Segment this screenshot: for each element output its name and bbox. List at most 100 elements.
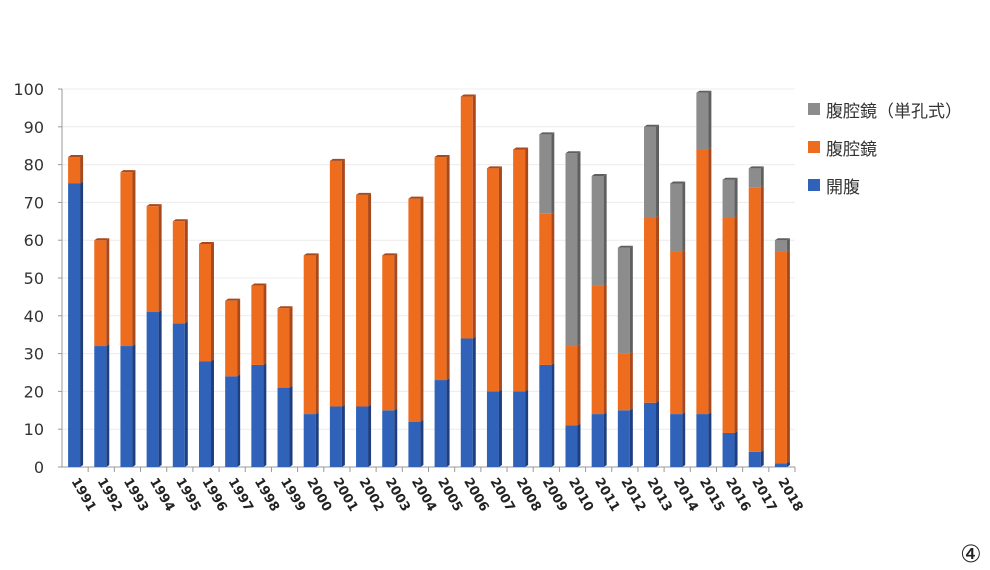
x-tick-label: 2006 xyxy=(460,476,491,515)
bar-segment xyxy=(251,285,264,365)
x-tick-label: 1997 xyxy=(225,476,256,515)
bar-top xyxy=(670,181,686,184)
bar-top xyxy=(748,166,764,169)
bar-side xyxy=(734,215,738,433)
x-tick-label: 2013 xyxy=(644,476,675,515)
bar-segment xyxy=(748,451,761,467)
bar-segment xyxy=(356,406,369,467)
bar-segment xyxy=(565,346,578,426)
bar-side xyxy=(472,94,476,339)
bar-side xyxy=(289,306,293,388)
bar-side xyxy=(577,344,581,426)
bar-segment xyxy=(329,160,342,407)
bar-segment xyxy=(617,410,630,467)
bar-segment xyxy=(460,96,473,339)
bar-top xyxy=(172,219,188,222)
bar-top xyxy=(251,283,267,286)
bar-segment xyxy=(513,149,526,392)
bar-side xyxy=(184,219,188,324)
bar-top xyxy=(68,155,84,158)
x-tick-label: 2018 xyxy=(774,476,805,515)
x-tick-label: 2002 xyxy=(356,476,387,515)
bar-segment xyxy=(303,414,316,467)
bar-segment xyxy=(303,255,316,415)
bar-top xyxy=(591,173,607,176)
bar-side xyxy=(786,249,790,464)
bar-side xyxy=(263,283,267,365)
bar-side xyxy=(446,155,450,381)
bar-side xyxy=(656,215,660,403)
bar-side xyxy=(786,461,790,467)
bar-segment xyxy=(539,213,552,365)
bar-side xyxy=(708,147,712,415)
bar-side xyxy=(80,155,84,184)
bar-segment xyxy=(539,134,552,214)
bar-side xyxy=(237,374,241,467)
bar-segment xyxy=(172,221,185,324)
bar-segment xyxy=(748,168,761,188)
bar-segment xyxy=(408,421,421,467)
bar-side xyxy=(237,298,241,377)
x-tick-label: 2015 xyxy=(696,476,727,515)
x-tick-label: 2016 xyxy=(722,476,753,515)
bar-segment xyxy=(198,243,211,362)
bar-side xyxy=(525,389,529,467)
bar-top xyxy=(434,155,450,158)
bar-segment xyxy=(722,217,735,433)
bar-side xyxy=(368,192,372,407)
x-tick-label: 1995 xyxy=(172,476,203,515)
bar-segment xyxy=(460,338,473,467)
bar-top xyxy=(94,238,110,241)
bar-top xyxy=(146,204,162,207)
bar-segment xyxy=(748,187,761,452)
bar-segment xyxy=(120,346,133,467)
bar-segment xyxy=(670,414,683,467)
bar-segment xyxy=(277,308,290,388)
bar-side xyxy=(498,166,502,392)
legend-swatch xyxy=(808,141,820,153)
bar-segment xyxy=(644,217,657,403)
bar-segment xyxy=(591,285,604,415)
bar-segment xyxy=(565,425,578,467)
bar-segment xyxy=(382,255,395,411)
bar-side xyxy=(786,238,790,252)
bar-side xyxy=(760,449,764,467)
bar-side xyxy=(132,170,136,347)
bar-side xyxy=(106,344,110,467)
x-tick-label: 1998 xyxy=(251,476,282,515)
bar-segment xyxy=(225,376,238,467)
bar-side xyxy=(341,158,345,407)
bar-segment xyxy=(225,300,238,377)
legend-label: 開腹 xyxy=(826,177,860,198)
bar-segment xyxy=(198,361,211,467)
bar-side xyxy=(629,351,633,411)
legend: 腹腔鏡（単孔式） 腹腔鏡 開腹 xyxy=(808,90,962,204)
x-tick-label: 1993 xyxy=(120,476,151,515)
bar-top xyxy=(303,253,319,256)
x-tick-label: 2001 xyxy=(329,476,360,515)
bar-side xyxy=(315,253,319,415)
bar-segment xyxy=(356,194,369,407)
bar-segment xyxy=(670,251,683,415)
bar-side xyxy=(682,249,686,415)
legend-swatch xyxy=(808,103,820,115)
bar-segment xyxy=(617,247,630,354)
bar-segment xyxy=(434,380,447,467)
bar-segment xyxy=(696,414,709,467)
bar-side xyxy=(368,404,372,467)
y-tick-label: 100 xyxy=(13,80,44,99)
y-tick-label: 30 xyxy=(24,345,44,364)
x-tick-label: 1999 xyxy=(277,476,308,515)
bar-segment xyxy=(644,126,657,218)
y-tick-label: 90 xyxy=(24,118,44,137)
y-tick-label: 20 xyxy=(24,382,44,401)
bar-segment xyxy=(696,149,709,415)
x-tick-label: 2012 xyxy=(617,476,648,515)
bar-top xyxy=(644,124,660,127)
x-tick-label: 2000 xyxy=(303,476,334,515)
bar-side xyxy=(289,385,293,467)
bar-side xyxy=(525,147,529,392)
bar-side xyxy=(551,132,555,214)
bar-side xyxy=(184,321,188,467)
